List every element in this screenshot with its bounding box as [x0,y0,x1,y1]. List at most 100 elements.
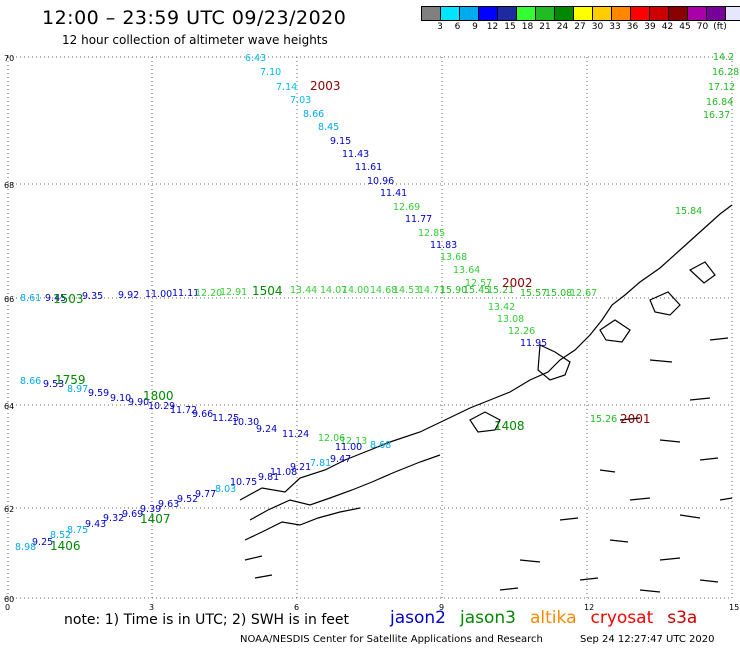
wave-height-label: 9.24 [256,424,277,435]
wave-height-label: 14.07 [320,285,347,296]
colorbar-label: 70 [696,22,709,32]
wave-height-label: 11.00 [335,442,362,453]
satellite-legend-item: jason2 [390,608,446,628]
lat-lon-grid [7,56,733,599]
wave-height-label: 13.68 [440,252,467,263]
wave-height-label: 11.25 [212,413,239,424]
y-tick-label: 66 [4,295,14,304]
coastline-segment [649,359,673,363]
track-time-label: 1406 [50,539,81,553]
colorbar-label: 33 [609,22,621,32]
track-time-label: 2001 [620,412,651,426]
track-time-label: 1759 [55,373,86,387]
wave-height-label: 11.41 [380,188,407,199]
coastline-segment [709,337,729,341]
satellite-legend: jason2 jason3 altika cryosat s3a [390,608,711,628]
wave-height-label: 9.63 [158,499,179,510]
coastline-segment [499,587,519,591]
coastline-segment [629,497,651,501]
wave-height-label: 9.25 [32,537,53,548]
x-tick-label: 6 [294,603,299,612]
coastline-segment [244,555,263,561]
wave-height-label: 9.69 [122,509,143,520]
coastline-segment [559,517,579,521]
track-time-label: 1407 [140,512,171,526]
wave-height-label: 9.77 [195,489,216,500]
x-tick-label: 3 [149,603,154,612]
colorbar-label: 45 [679,22,691,32]
track-time-label: 1504 [252,284,283,298]
wave-height-label: 9.92 [118,290,139,301]
coastline-segment [649,291,681,316]
map-subtitle: 12 hour collection of altimeter wave hei… [62,33,328,47]
y-tick-label: 70 [4,54,14,63]
footer: NOAA/NESDIS Center for Satellite Applica… [240,634,714,645]
wave-height-label: 7.03 [290,95,311,106]
colorbar-label: 24 [556,22,569,32]
coastline-segment [619,417,641,421]
wave-height-label: 9.39 [140,504,161,515]
y-tick-label: 68 [4,181,14,190]
wave-height-label: 13.42 [488,302,515,313]
wave-height-label: 17.12 [708,82,735,93]
wave-height-label: 8.66 [20,376,41,387]
colorbar-label: 21 [539,22,551,32]
coastline-segment [688,261,716,284]
colorbar-label: (ft) [713,22,727,32]
wave-height-label: 9.66 [192,409,213,420]
wave-height-label: 12.69 [393,202,420,213]
coastline-segment [599,319,631,343]
y-tick-label: 60 [4,595,14,604]
wave-height-label: 8.61 [20,293,41,304]
wave-height-label: 9.32 [103,513,124,524]
wave-height-label: 14.71 [418,285,445,296]
wave-height-label: 12.13 [340,436,367,447]
wave-height-label: 12.85 [418,228,445,239]
wave-height-label: 7.14 [276,82,297,93]
track-time-labels: 2003 2002 2001 1504 1503 1759 1800 1408 1407 1406 [50,79,651,553]
wave-height-label: 9.47 [330,454,351,465]
wave-height-colorbar [421,6,740,21]
wave-height-label: 9.52 [177,494,198,505]
wave-height-label: 13.64 [453,265,480,276]
wave-height-labels: 6.43 7.10 7.14 7.03 8.66 8.45 9.15 11.43 11.61 10… [15,52,739,553]
satellite-legend-item: cryosat [590,608,654,628]
colorbar-label: 9 [472,22,478,32]
wave-height-label: 7.10 [260,67,281,78]
coastline-segment [679,514,701,519]
wave-height-label: 15.57 [520,288,547,299]
coastline-segment [579,577,599,581]
wave-height-label: 8.98 [15,542,36,553]
track-time-label: 2002 [502,276,533,290]
satellite-legend-item: s3a [667,608,698,628]
coastline-segment [699,579,719,583]
x-tick-label: 9 [439,603,444,612]
wave-height-label: 11.77 [405,214,432,225]
wave-height-label: 9.81 [258,472,279,483]
wave-height-label: 9.45 [45,293,66,304]
wave-height-label: 14.53 [393,285,420,296]
wave-height-label: 8.97 [67,384,88,395]
wave-height-label: 7.81 [310,458,331,469]
coastline-segment [469,411,501,433]
colorbar-label: 42 [661,22,674,32]
wave-height-label: 11.72 [170,405,197,416]
wave-height-label: 8.68 [370,440,391,451]
wave-height-label: 8.03 [215,484,236,495]
wave-height-label: 9.90 [128,397,149,408]
colorbar-label: 30 [591,22,604,32]
coastline-segment [689,397,711,401]
axis-tick-labels: 70 68 66 64 62 600 3 6 9 12 15 [4,54,739,612]
wave-height-label: 9.59 [88,388,109,399]
wave-height-label: 12.20 [195,288,222,299]
colorbar-label: 15 [504,22,516,32]
coastline [239,204,733,593]
wave-height-label: 14.2 [713,52,734,63]
satellite-legend-item: altika [530,608,577,628]
wave-height-label: 14.68 [370,285,397,296]
coastline-segment [639,589,661,593]
wave-height-label: 9.15 [330,136,351,147]
wave-height-label: 11.95 [520,338,547,349]
y-tick-label: 62 [4,505,14,514]
